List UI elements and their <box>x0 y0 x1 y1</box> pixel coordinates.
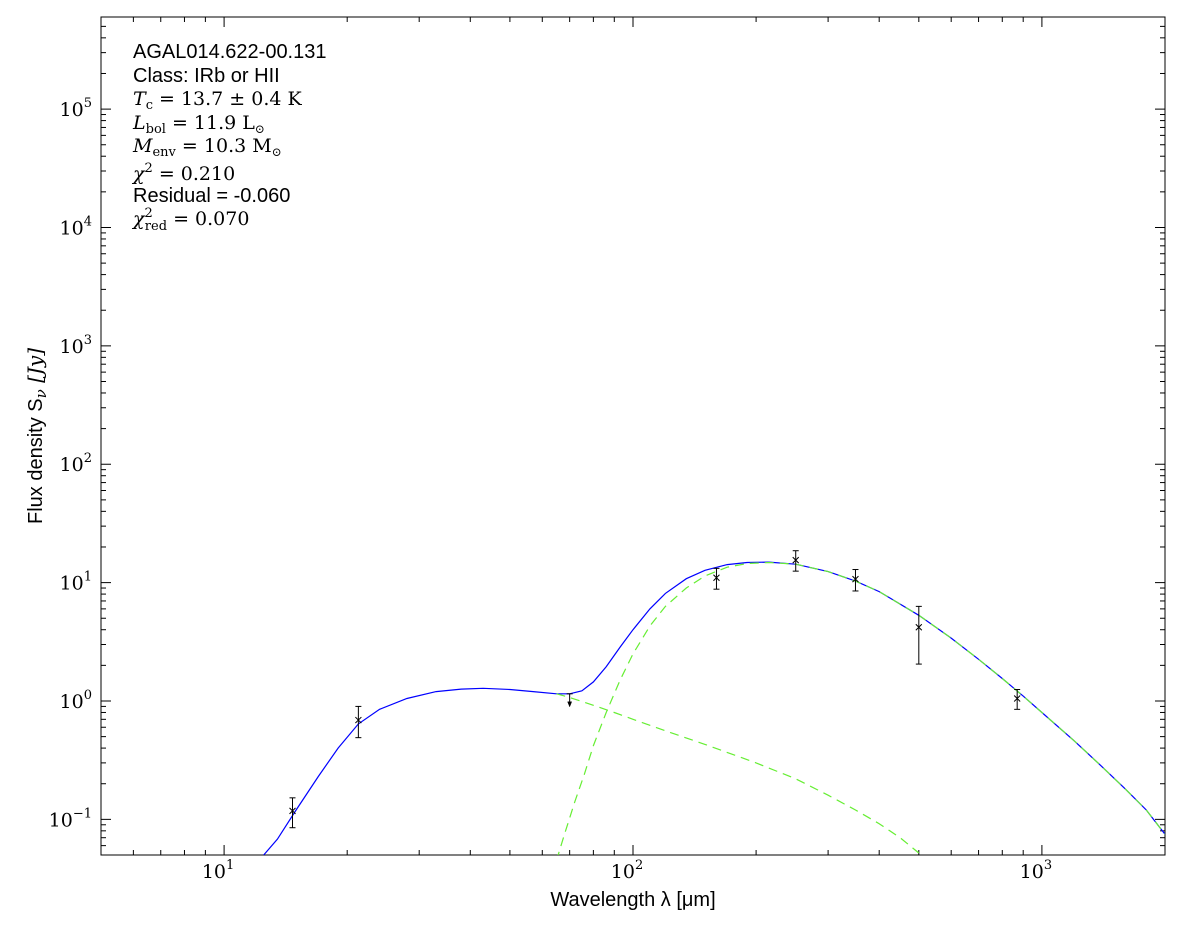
component-curve-1 <box>557 561 1165 855</box>
temperature-label: Tc = 13.7 ± 0.4 K <box>133 88 303 113</box>
data-points <box>289 550 1021 829</box>
upper-limit-arrow <box>567 701 573 708</box>
annotation-block: AGAL014.622-00.131 Class: IRb or HII Tc … <box>131 41 327 234</box>
source-class: Class: IRb or HII <box>133 65 280 87</box>
y-tick-label: 101 <box>60 570 92 595</box>
reduced-chi-squared-label: χ2 red = 0.070 <box>131 206 249 234</box>
total-model-curve <box>263 561 1165 855</box>
x-tick-label: 101 <box>202 858 234 883</box>
x-tick-label: 103 <box>1020 858 1052 883</box>
data-point-marker <box>355 716 362 724</box>
y-tick-label: 10−1 <box>49 806 92 831</box>
data-point-marker <box>713 574 720 582</box>
chi-squared-label: χ2 = 0.210 <box>131 161 235 185</box>
y-tick-label: 104 <box>60 214 92 239</box>
y-tick-label: 102 <box>60 451 92 476</box>
y-axis-title: Flux density Sν [Jy] <box>23 348 50 524</box>
y-tick-label: 105 <box>60 96 92 121</box>
x-axis-title: Wavelength λ [μm] <box>550 889 715 911</box>
component-curve-2 <box>556 693 920 854</box>
y-tick-label: 100 <box>60 688 92 713</box>
model-curves <box>263 561 1165 855</box>
tick-labels: 101 102 103 10−1 100 101 102 103 104 105 <box>49 96 1053 883</box>
envelope-mass-label: Menv = 10.3 M⊙ <box>132 135 282 160</box>
data-point-marker <box>915 623 923 631</box>
data-point-marker <box>289 807 296 815</box>
data-point-marker <box>852 575 859 583</box>
y-tick-label: 103 <box>60 333 92 358</box>
axis-ticks <box>100 16 1166 856</box>
data-point-marker <box>792 556 800 564</box>
data-point-marker <box>1013 695 1021 702</box>
residual-label: Residual = -0.060 <box>133 185 290 207</box>
x-tick-label: 102 <box>611 858 643 883</box>
source-name: AGAL014.622-00.131 <box>133 41 327 63</box>
luminosity-label: Lbol = 11.9 L⊙ <box>132 112 265 137</box>
